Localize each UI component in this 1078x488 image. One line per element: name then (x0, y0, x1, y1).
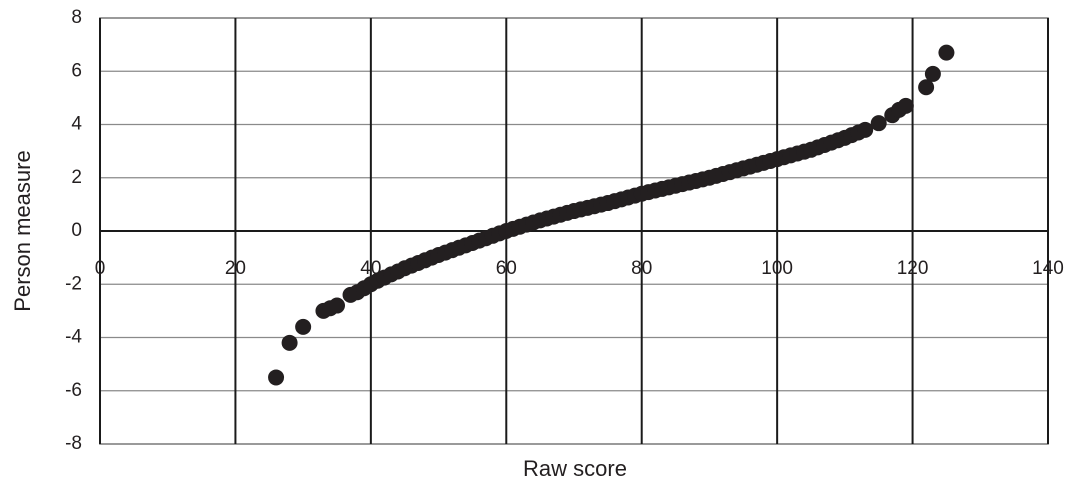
y-tick-label: 2 (71, 167, 82, 188)
y-tick-label: -2 (65, 273, 82, 294)
y-tick-label: 0 (71, 220, 82, 241)
x-tick-label: 60 (496, 258, 517, 279)
data-point (924, 65, 941, 82)
data-point (857, 121, 874, 138)
data-point (870, 115, 887, 132)
data-point (281, 334, 298, 351)
y-tick-label: 6 (71, 60, 82, 81)
data-point (938, 44, 955, 61)
data-point (897, 97, 914, 114)
data-point (268, 369, 285, 386)
y-tick-label: 4 (71, 114, 82, 135)
y-tick-label: -4 (65, 327, 82, 348)
y-tick-label: 8 (71, 7, 82, 28)
x-tick-label: 20 (225, 258, 246, 279)
data-point (329, 297, 345, 314)
x-tick-label: 80 (631, 258, 652, 279)
y-axis-title: Person measure (10, 150, 35, 311)
x-tick-label: 140 (1032, 258, 1064, 279)
data-point (918, 79, 935, 96)
y-tick-label: -6 (65, 380, 82, 401)
x-axis-title: Raw score (523, 456, 627, 481)
x-tick-label: 120 (897, 258, 929, 279)
x-tick-label: 0 (95, 258, 106, 279)
x-tick-label: 100 (761, 258, 793, 279)
data-point (295, 318, 312, 335)
y-tick-label: -8 (65, 433, 82, 454)
